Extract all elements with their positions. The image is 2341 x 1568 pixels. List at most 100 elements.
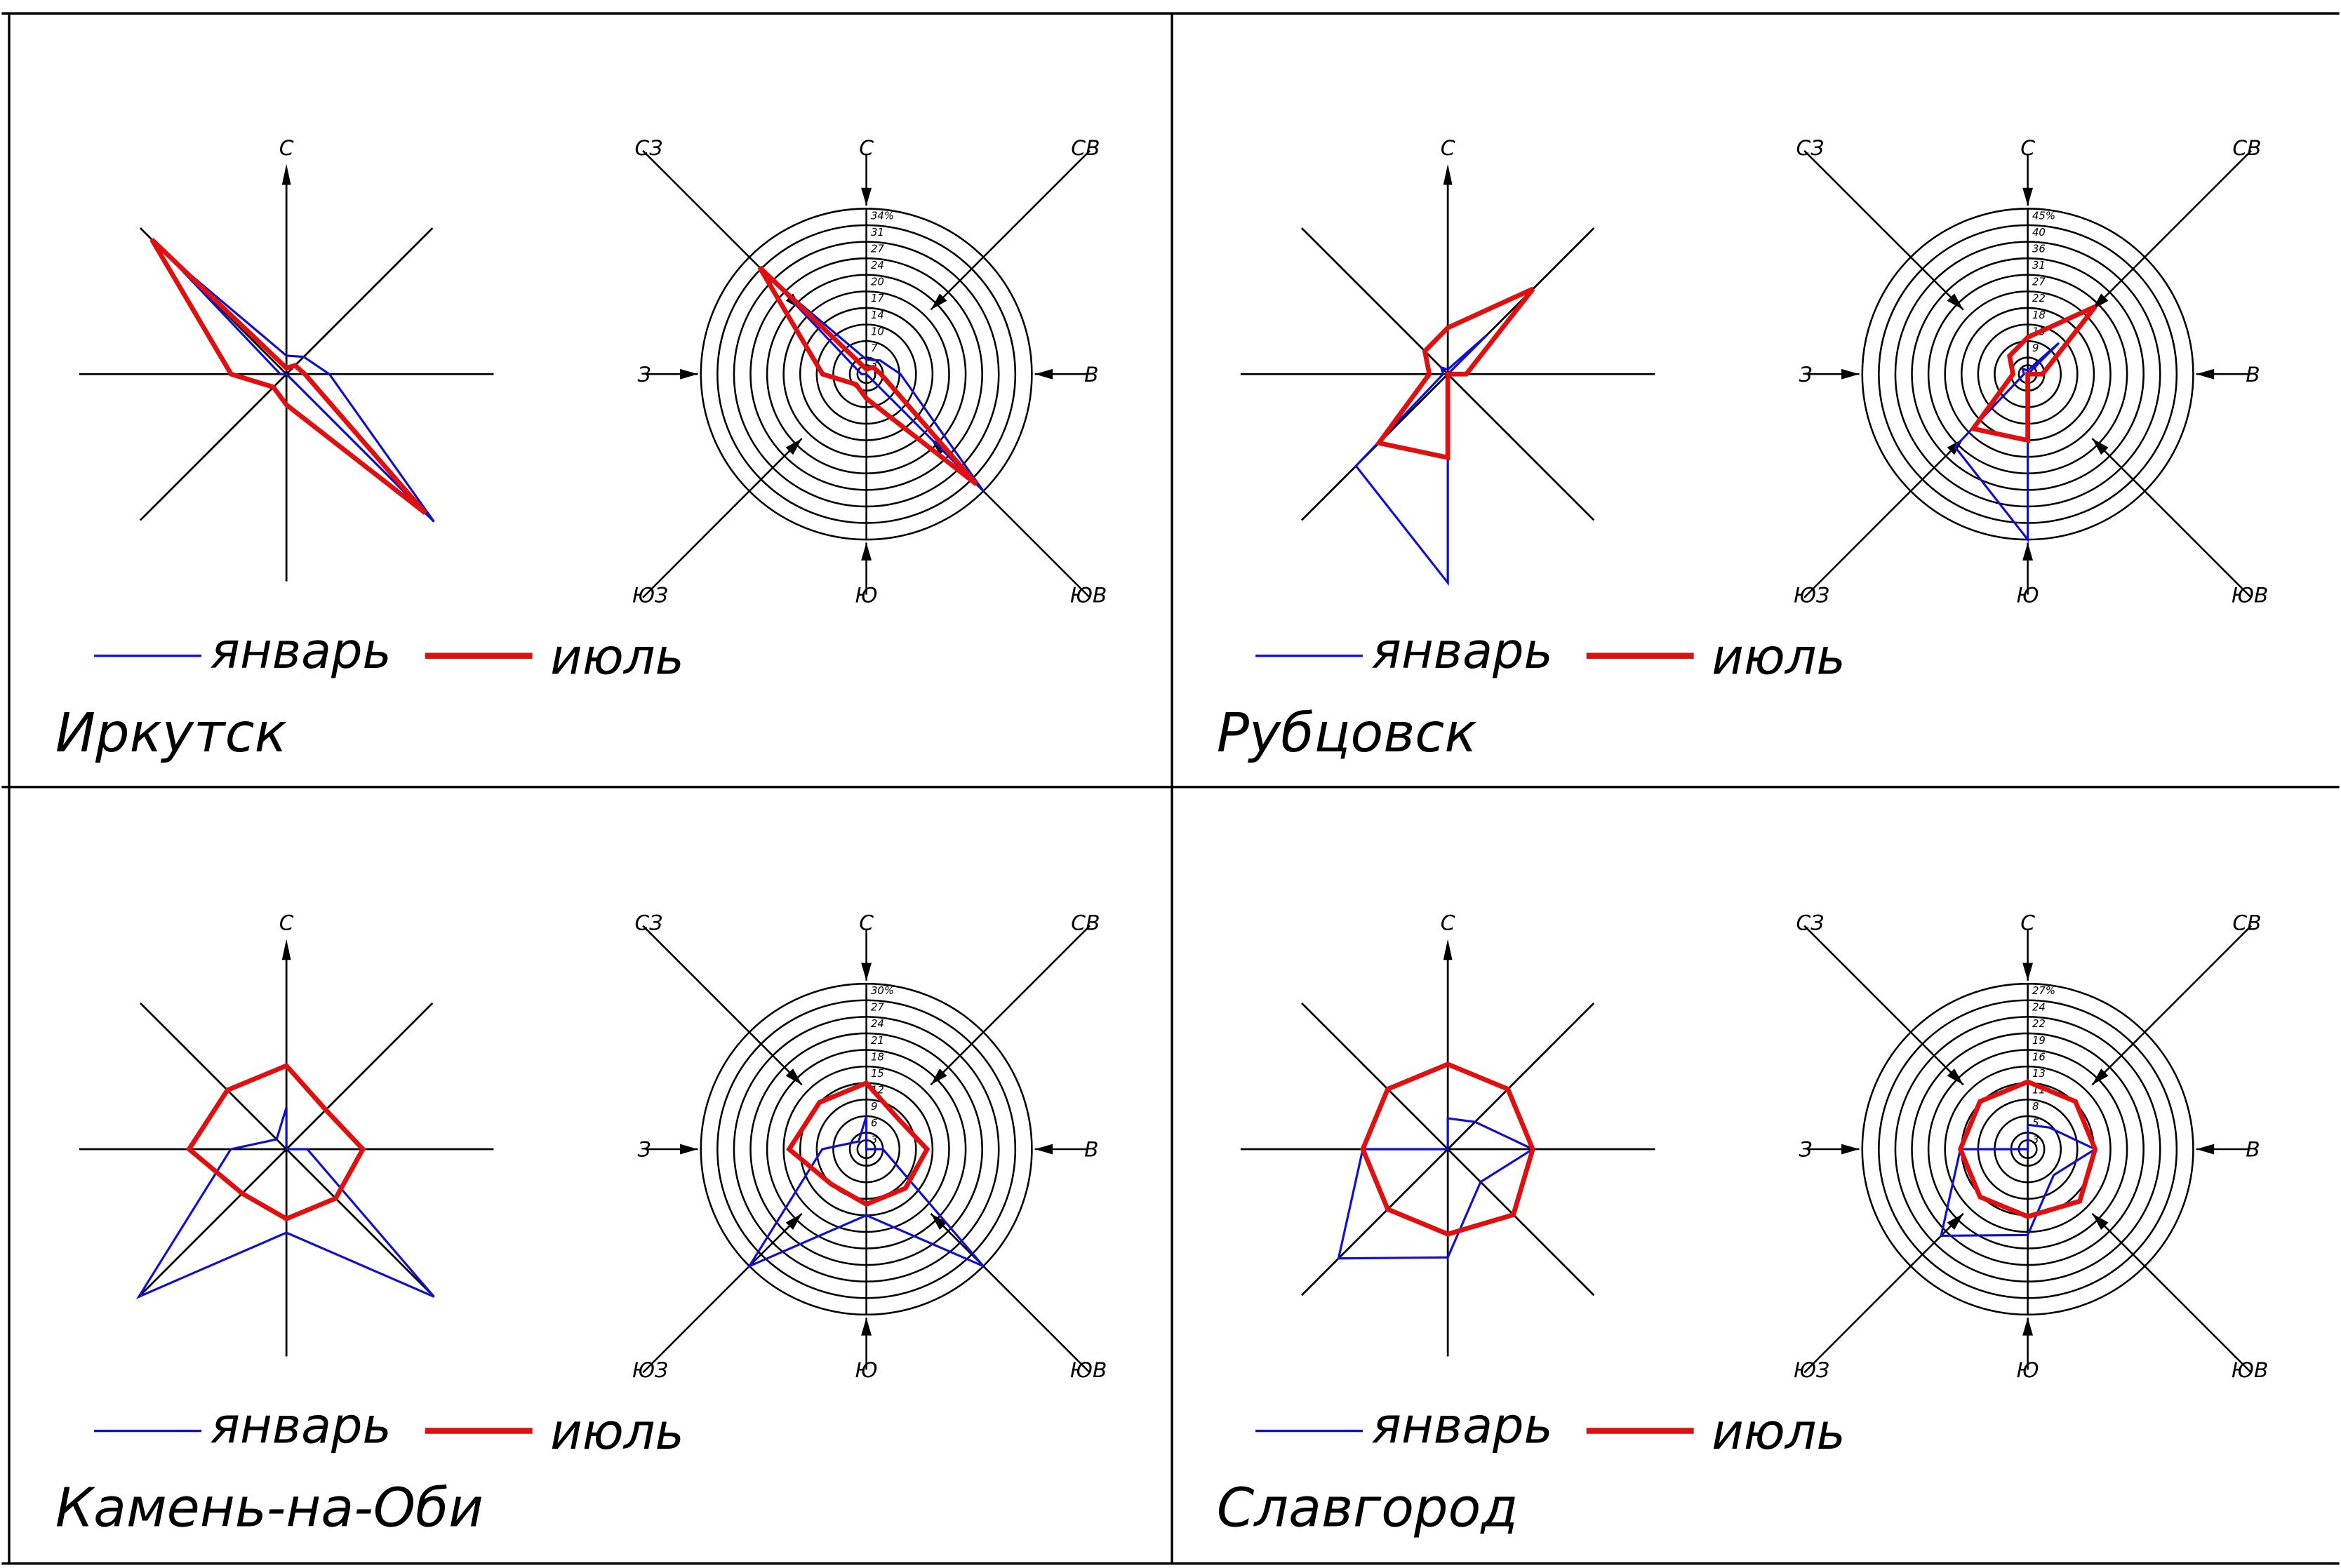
- ring-label: 27: [2032, 276, 2046, 288]
- series-january-polygon: [1337, 1117, 1535, 1260]
- series-july-polygon: [149, 237, 427, 515]
- ring-label: 22: [2032, 292, 2046, 304]
- ring-label: 18: [871, 1050, 884, 1063]
- direction-label-n: С: [1441, 136, 1455, 161]
- direction-arrow-line-1: [930, 149, 1091, 311]
- series-july-polygon: [1957, 1079, 2098, 1219]
- arrowhead-icon: [785, 438, 802, 455]
- ring-label: 22: [2032, 1017, 2046, 1030]
- arrowhead-icon: [2092, 1068, 2109, 1085]
- ring-label: 31: [2032, 259, 2046, 272]
- direction-label-e: В: [2246, 363, 2260, 387]
- simple-rose: С: [1240, 136, 1655, 587]
- arrowhead-icon: [2092, 293, 2109, 310]
- arrowhead-icon: [1947, 293, 1963, 310]
- direction-label-ne: СВ: [1071, 136, 1100, 161]
- series-january-polygon: [1354, 333, 1488, 587]
- direction-label-n: С: [279, 911, 294, 936]
- north-arrow-icon: [1443, 163, 1453, 185]
- ring-label: 9: [2032, 342, 2039, 354]
- direction-label-sw: ЮЗ: [1794, 583, 1829, 608]
- ring-label: 19: [2032, 1034, 2046, 1047]
- north-arrow-icon: [281, 939, 291, 960]
- direction-label-sw: ЮЗ: [632, 1358, 668, 1383]
- direction-label-se: ЮВ: [1070, 583, 1107, 608]
- direction-label-w: З: [1799, 1138, 1813, 1162]
- arrowhead-icon: [861, 1318, 872, 1336]
- direction-arrow-line-3: [2091, 1212, 2252, 1374]
- direction-arrow-line-5: [1803, 438, 1964, 598]
- direction-label-sw: ЮЗ: [1794, 1358, 1829, 1383]
- arrowhead-icon: [785, 1213, 802, 1230]
- direction-label-s: Ю: [855, 583, 878, 608]
- graded-rose: 3 7 10 14 17 20 24 27 31 34% С СВ В ЮВ Ю ЮЗ З СЗ: [632, 136, 1107, 608]
- ring-label: 3: [2032, 1133, 2039, 1146]
- legend-january-label: январь: [1372, 622, 1553, 680]
- ring-label: 14: [871, 309, 884, 321]
- direction-arrow-line-7: [1803, 925, 1964, 1086]
- simple-rose: С: [79, 911, 494, 1357]
- arrowhead-icon: [861, 187, 872, 206]
- ring-label: 40: [2032, 226, 2046, 239]
- direction-label-n: С: [279, 136, 294, 161]
- arrowhead-icon: [931, 293, 947, 310]
- ring-label: 10: [871, 325, 884, 337]
- direction-label-n: С: [1441, 911, 1455, 936]
- arrowhead-icon: [2196, 368, 2215, 380]
- arrowhead-icon: [1034, 368, 1053, 380]
- direction-arrow-line-1: [930, 925, 1091, 1086]
- direction-arrow-line-7: [1803, 149, 1964, 311]
- arrowhead-icon: [2022, 187, 2034, 206]
- legend: январь июль: [94, 622, 684, 685]
- frame: [1, 12, 2340, 1565]
- direction-label-ne: СВ: [2232, 911, 2261, 936]
- series-january-polygon: [1940, 1123, 2097, 1238]
- direction-arrow-line-7: [642, 925, 803, 1086]
- series-july-polygon: [1969, 304, 2097, 443]
- ring-label: 27%: [2032, 984, 2055, 997]
- ring-label: 13: [2032, 1067, 2046, 1080]
- arrowhead-icon: [1947, 1213, 1963, 1230]
- direction-label-n: С: [859, 136, 874, 161]
- direction-label-nw: СЗ: [635, 911, 663, 936]
- series-january-polygon: [746, 1115, 985, 1269]
- legend: январь июль: [1255, 1398, 1846, 1461]
- arrowhead-icon: [785, 1068, 802, 1085]
- arrowhead-icon: [1841, 368, 1860, 380]
- ring-label: 9: [871, 1100, 877, 1113]
- arrowhead-icon: [2092, 1213, 2109, 1230]
- arrowhead-icon: [2022, 542, 2034, 561]
- ring-label: 27: [871, 242, 884, 255]
- direction-label-w: З: [638, 1138, 651, 1162]
- series-july-polygon: [757, 265, 979, 486]
- ring-label: 30%: [871, 984, 894, 997]
- city-title: Камень-на-Оби: [55, 1477, 483, 1540]
- ring-label: 15: [871, 1067, 884, 1080]
- ring-label: 18: [2032, 309, 2046, 321]
- arrowhead-icon: [2022, 963, 2034, 981]
- arrowhead-icon: [861, 963, 872, 981]
- direction-label-sw: ЮЗ: [632, 583, 668, 608]
- ring-label: 20: [871, 276, 884, 288]
- ring-label: 31: [871, 226, 884, 239]
- direction-label-e: В: [2246, 1138, 2260, 1162]
- legend: январь июль: [94, 1398, 684, 1461]
- ring-label: 24: [2032, 1001, 2046, 1014]
- series-july-polygon: [786, 1080, 931, 1207]
- direction-label-w: З: [1799, 363, 1813, 387]
- arrowhead-icon: [680, 1144, 698, 1155]
- arrowhead-icon: [931, 1068, 947, 1085]
- direction-arrow-line-3: [930, 1212, 1091, 1374]
- ring-label: 5: [2032, 1117, 2039, 1130]
- legend-january-label: январь: [211, 1398, 392, 1455]
- arrowhead-icon: [680, 368, 698, 380]
- legend: январь июль: [1255, 622, 1846, 685]
- ring-label: 17: [871, 292, 884, 304]
- panel-irkutsk: С 3 7 10 14 17 20 24 27 31 34% С СВ В ЮВ Ю ЮЗ З СЗ январь…: [55, 136, 1107, 765]
- ring-label: 36: [2032, 242, 2046, 255]
- direction-label-ne: СВ: [1071, 911, 1100, 936]
- direction-label-ne: СВ: [2232, 136, 2261, 161]
- direction-label-se: ЮВ: [2232, 583, 2269, 608]
